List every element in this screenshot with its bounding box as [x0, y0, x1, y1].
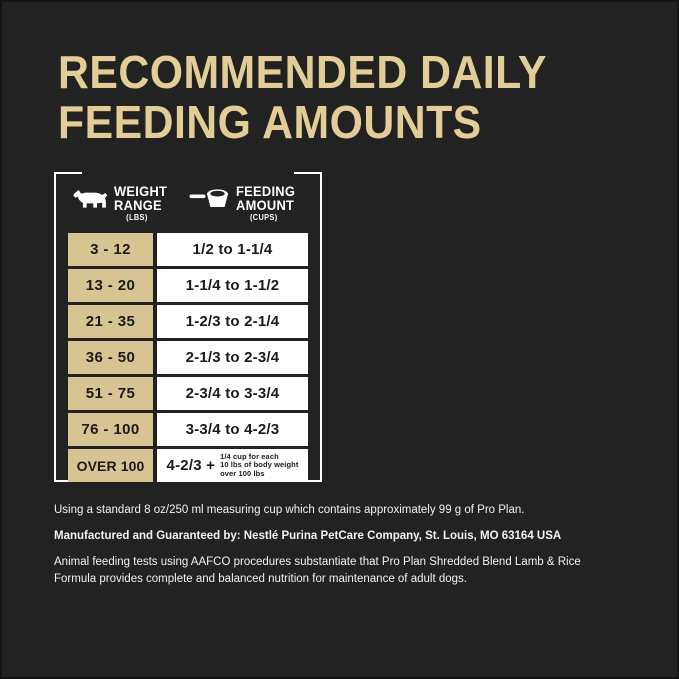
table-row: 76 - 100 3-3/4 to 4-2/3 — [68, 413, 308, 446]
page-title-line-2: FEEDING AMOUNTS — [58, 96, 482, 148]
footer-notes: Using a standard 8 oz/250 ml measuring c… — [54, 502, 614, 588]
table-header-row: WEIGHT RANGE (LBS) FEEDING AMOUNT — [68, 178, 308, 230]
table-header-feeding-unit: (CUPS) — [249, 213, 278, 222]
table-row: 13 - 20 1-1/4 to 1-1/2 — [68, 269, 308, 302]
feeding-amount-cell: 1-2/3 to 2-1/4 — [157, 305, 308, 338]
table-row: 36 - 50 2-1/3 to 2-3/4 — [68, 341, 308, 374]
dog-icon — [72, 184, 108, 215]
table-header-weight-range: WEIGHT RANGE (LBS) — [68, 178, 176, 223]
measuring-cup-icon — [188, 184, 230, 215]
weight-range-cell: OVER 100 — [68, 449, 153, 482]
table-row: 3 - 12 1/2 to 1-1/4 — [68, 233, 308, 266]
feeding-amount-note: 1/4 cup for each 10 lbs of body weight o… — [220, 451, 299, 478]
table-row: OVER 100 4-2/3 + 1/4 cup for each 10 lbs… — [68, 449, 308, 482]
table-header-feeding-label: FEEDING AMOUNT (CUPS) — [236, 183, 296, 222]
table-row: 21 - 35 1-2/3 to 2-1/4 — [68, 305, 308, 338]
feeding-amount-cell: 3-3/4 to 4-2/3 — [157, 413, 308, 446]
footer-measuring-cup-note: Using a standard 8 oz/250 ml measuring c… — [54, 504, 525, 516]
feeding-amount-cell: 4-2/3 + 1/4 cup for each 10 lbs of body … — [157, 449, 308, 482]
table-frame-right-edge — [320, 172, 322, 482]
feeding-amount-value: 4-2/3 + — [166, 457, 216, 474]
weight-range-cell: 21 - 35 — [68, 305, 153, 338]
feeding-amount-cell: 2-3/4 to 3-3/4 — [157, 377, 308, 410]
page-title-line-1: RECOMMENDED DAILY — [58, 46, 547, 98]
weight-range-cell: 13 - 20 — [68, 269, 153, 302]
table-header-weight-unit: (LBS) — [126, 213, 148, 222]
feeding-amount-cell: 1-1/4 to 1-1/2 — [157, 269, 308, 302]
table-header-weight-label: WEIGHT RANGE (LBS) — [114, 183, 168, 222]
weight-range-cell: 36 - 50 — [68, 341, 153, 374]
weight-range-cell: 76 - 100 — [68, 413, 153, 446]
weight-range-cell: 51 - 75 — [68, 377, 153, 410]
weight-range-cell: 3 - 12 — [68, 233, 153, 266]
table-body: 3 - 12 1/2 to 1-1/4 13 - 20 1-1/4 to 1-1… — [68, 233, 308, 482]
table-frame-left-edge — [54, 172, 56, 482]
feeding-amount-cell: 2-1/3 to 2-3/4 — [157, 341, 308, 374]
feeding-table: WEIGHT RANGE (LBS) FEEDING AMOUNT — [54, 172, 322, 482]
feeding-amount-cell: 1/2 to 1-1/4 — [157, 233, 308, 266]
page-title: RECOMMENDED DAILY FEEDING AMOUNTS — [58, 47, 579, 147]
footer-aafco-note: Animal feeding tests using AAFCO procedu… — [54, 556, 581, 585]
table-row: 51 - 75 2-3/4 to 3-3/4 — [68, 377, 308, 410]
footer-manufacturer-note: Manufactured and Guaranteed by: Nestlé P… — [54, 530, 562, 542]
table-header-feeding-amount: FEEDING AMOUNT (CUPS) — [176, 178, 308, 223]
